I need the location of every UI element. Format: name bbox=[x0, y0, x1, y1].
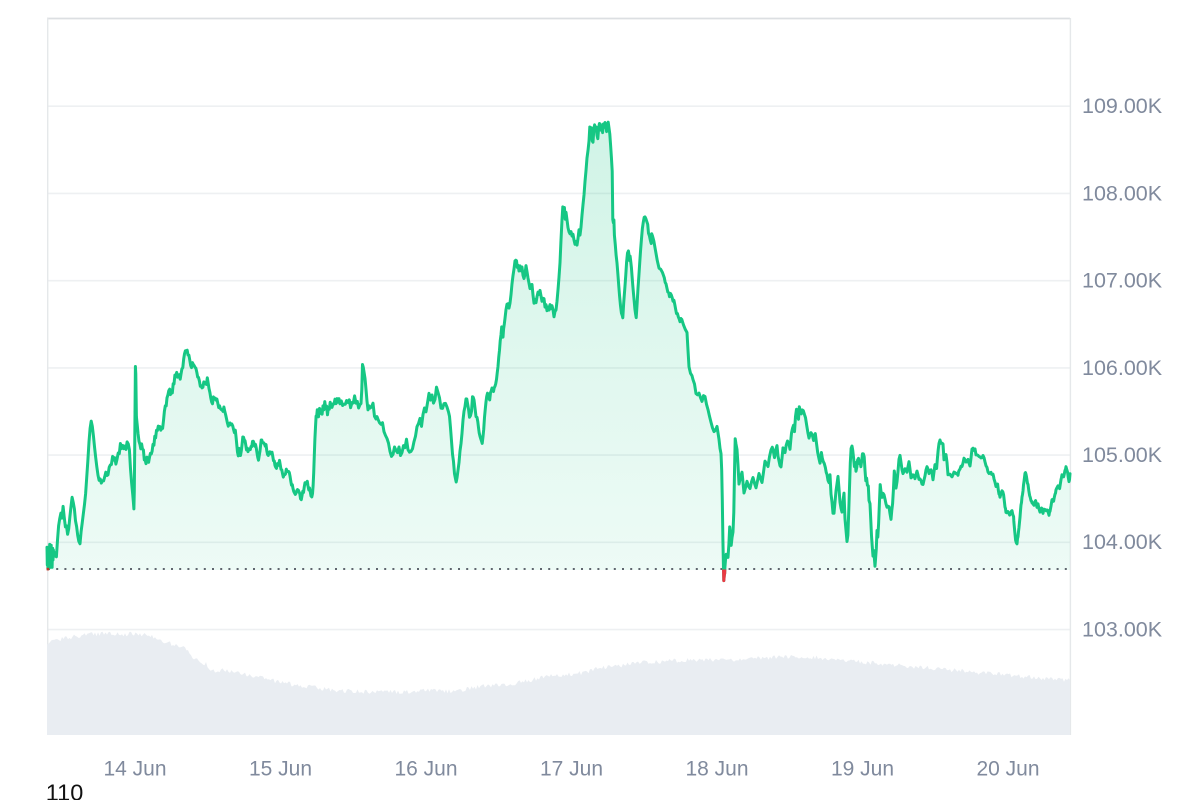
svg-text:108.00K: 108.00K bbox=[1082, 181, 1163, 205]
svg-text:17 Jun: 17 Jun bbox=[540, 758, 603, 781]
svg-text:107.00K: 107.00K bbox=[1082, 269, 1163, 293]
svg-text:103.00K: 103.00K bbox=[1082, 618, 1163, 642]
svg-text:106.00K: 106.00K bbox=[1082, 356, 1163, 380]
svg-text:110: 110 bbox=[46, 780, 83, 800]
svg-text:105.00K: 105.00K bbox=[1082, 443, 1163, 467]
svg-text:20 Jun: 20 Jun bbox=[976, 758, 1039, 781]
svg-text:104.00K: 104.00K bbox=[1082, 530, 1163, 554]
svg-text:109.00K: 109.00K bbox=[1082, 94, 1163, 118]
svg-text:14 Jun: 14 Jun bbox=[103, 758, 166, 781]
svg-text:18 Jun: 18 Jun bbox=[685, 758, 748, 781]
svg-text:16 Jun: 16 Jun bbox=[394, 758, 457, 781]
svg-text:15 Jun: 15 Jun bbox=[249, 758, 312, 781]
svg-text:19 Jun: 19 Jun bbox=[831, 758, 894, 781]
